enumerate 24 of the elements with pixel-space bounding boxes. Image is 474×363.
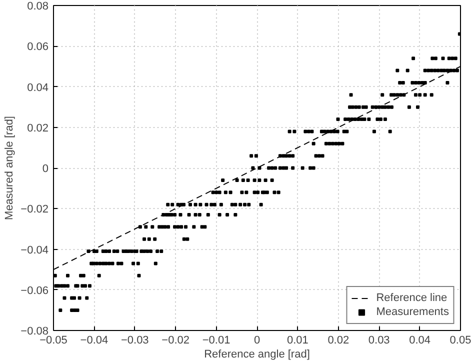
y-tick-label: 0.08 — [27, 0, 49, 12]
x-tick-label: −0.05 — [40, 334, 68, 346]
x-tick-label: 0.04 — [409, 334, 431, 346]
y-axis-title: Measured angle [rad] — [4, 116, 16, 220]
x-tick-label: 0.05 — [450, 334, 472, 346]
x-tick-label: −0.01 — [202, 334, 230, 346]
x-tick-label: 0.03 — [368, 334, 390, 346]
y-tick-label: −0.02 — [20, 204, 49, 216]
y-tick-label: 0.06 — [27, 41, 49, 54]
y-tick-label: 0.04 — [27, 82, 49, 94]
legend-label: Reference line — [376, 291, 448, 305]
y-tick-label: 0.02 — [27, 122, 49, 134]
x-tick-label: −0.03 — [120, 334, 149, 346]
y-tick-label: −0.04 — [20, 244, 49, 256]
y-tick-label: −0.06 — [20, 284, 49, 297]
x-axis-title: Reference angle [rad] — [204, 348, 310, 360]
x-tick-label: 0 — [254, 334, 260, 346]
legend-label: Measurements — [376, 305, 449, 319]
x-tick-label: −0.04 — [80, 334, 108, 346]
y-tick-label: 0 — [42, 163, 49, 175]
y-tick-label: −0.08 — [20, 326, 49, 338]
x-tick-label: −0.02 — [162, 334, 190, 346]
x-tick-label: 0.02 — [328, 334, 350, 346]
x-tick-label: 0.01 — [286, 334, 308, 346]
